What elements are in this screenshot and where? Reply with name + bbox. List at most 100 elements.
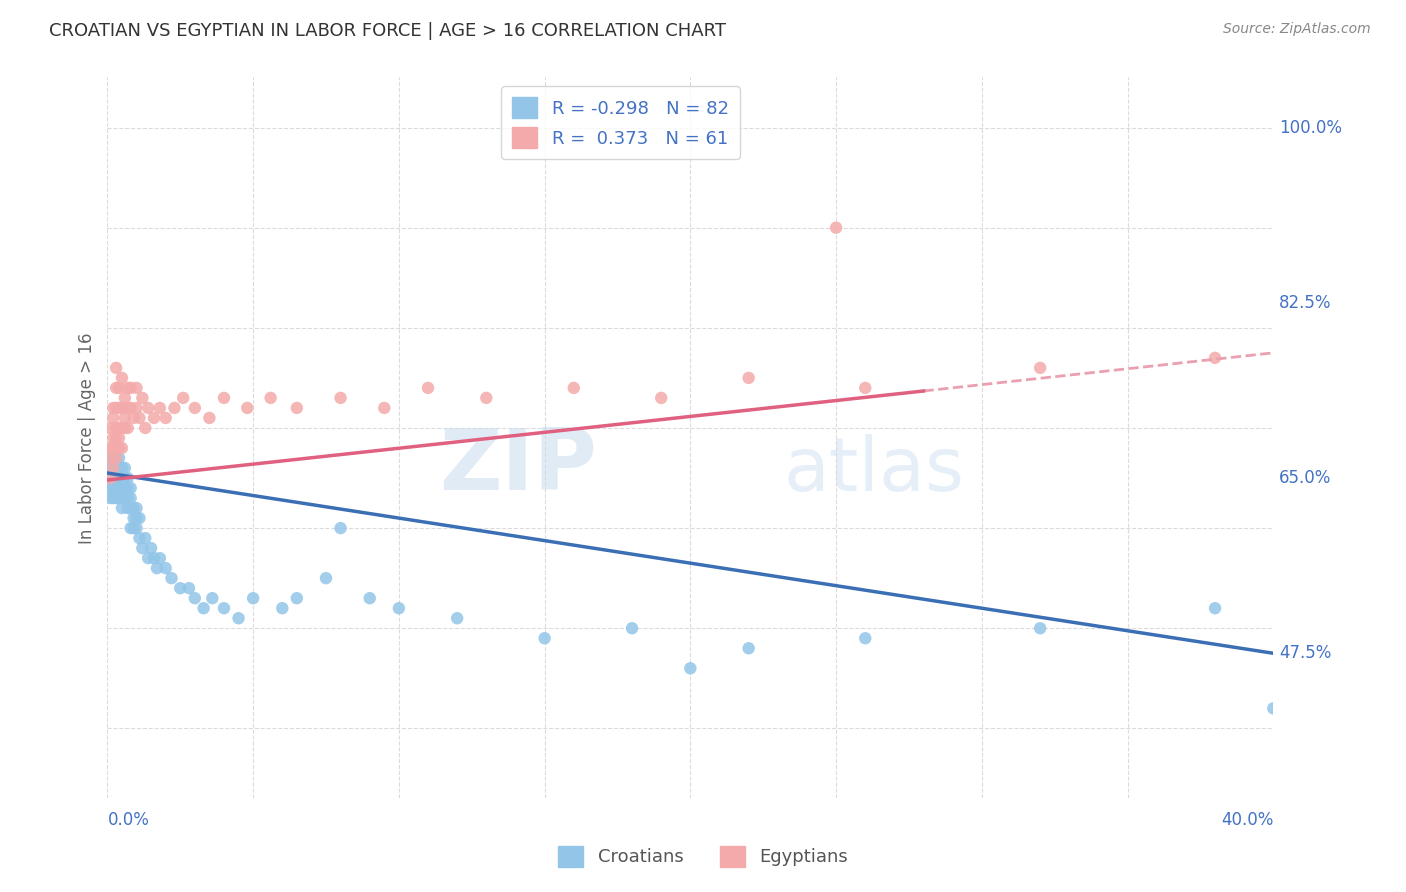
Point: [125, 501, 148, 516]
Point: [201, 591, 224, 606]
Point: [1029, 621, 1052, 635]
Point: [236, 401, 259, 415]
Point: [103, 441, 125, 455]
Point: [105, 491, 128, 505]
Point: [562, 381, 585, 395]
Point: [117, 491, 139, 505]
Point: [242, 591, 264, 606]
Point: [1263, 701, 1285, 715]
Point: [650, 391, 672, 405]
Point: [108, 431, 131, 445]
Point: [103, 471, 125, 485]
Point: [155, 561, 177, 575]
Text: CROATIAN VS EGYPTIAN IN LABOR FORCE | AGE > 16 CORRELATION CHART: CROATIAN VS EGYPTIAN IN LABOR FORCE | AG…: [49, 22, 727, 40]
Point: [114, 471, 136, 485]
Point: [128, 531, 150, 545]
Point: [155, 411, 177, 425]
Point: [131, 391, 153, 405]
Point: [359, 591, 381, 606]
Point: [475, 391, 498, 405]
Point: [388, 601, 411, 615]
Point: [131, 541, 153, 555]
Point: [1204, 601, 1226, 615]
Point: [160, 571, 183, 585]
Point: [105, 450, 128, 465]
Point: [120, 481, 142, 495]
Point: [737, 641, 759, 656]
Point: [98, 471, 121, 485]
Point: [373, 401, 395, 415]
Point: [105, 360, 128, 375]
Point: [416, 381, 439, 395]
Point: [111, 501, 134, 516]
Text: 47.5%: 47.5%: [1279, 644, 1331, 662]
Point: [212, 601, 235, 615]
Point: [111, 441, 134, 455]
Point: [228, 611, 250, 625]
Point: [285, 591, 308, 606]
Point: [533, 632, 555, 646]
Text: Source: ZipAtlas.com: Source: ZipAtlas.com: [1223, 22, 1371, 37]
Point: [111, 491, 134, 505]
Point: [1029, 360, 1052, 375]
Point: [105, 401, 128, 415]
Point: [136, 401, 159, 415]
Point: [117, 401, 139, 415]
Point: [98, 461, 121, 475]
Point: [108, 481, 131, 495]
Point: [122, 501, 145, 516]
Point: [108, 491, 131, 505]
Text: 65.0%: 65.0%: [1279, 469, 1331, 487]
Point: [737, 371, 759, 385]
Point: [1204, 351, 1226, 365]
Point: [108, 421, 131, 435]
Point: [259, 391, 281, 405]
Point: [117, 421, 139, 435]
Point: [105, 481, 128, 495]
Point: [117, 501, 139, 516]
Point: [98, 491, 121, 505]
Point: [128, 411, 150, 425]
Point: [98, 450, 121, 465]
Point: [103, 411, 125, 425]
Point: [853, 381, 876, 395]
Point: [285, 401, 308, 415]
Point: [114, 491, 136, 505]
Text: ZIP: ZIP: [439, 425, 598, 508]
Point: [111, 421, 134, 435]
Point: [329, 521, 352, 535]
Point: [329, 391, 352, 405]
Point: [125, 521, 148, 535]
Point: [184, 591, 207, 606]
Point: [111, 481, 134, 495]
Point: [146, 561, 169, 575]
Point: [98, 481, 121, 495]
Point: [111, 461, 134, 475]
Point: [136, 551, 159, 566]
Point: [105, 471, 128, 485]
Point: [117, 481, 139, 495]
Point: [98, 441, 121, 455]
Point: [198, 411, 221, 425]
Point: [128, 511, 150, 525]
Point: [114, 461, 136, 475]
Point: [122, 411, 145, 425]
Point: [134, 421, 156, 435]
Point: [114, 391, 136, 405]
Point: [825, 220, 848, 235]
Point: [108, 381, 131, 395]
Point: [446, 611, 468, 625]
Point: [103, 461, 125, 475]
Text: 82.5%: 82.5%: [1279, 293, 1331, 312]
Point: [98, 450, 121, 465]
Point: [98, 421, 121, 435]
Point: [134, 531, 156, 545]
Point: [122, 521, 145, 535]
Point: [108, 441, 131, 455]
Point: [111, 491, 134, 505]
Point: [98, 471, 121, 485]
Point: [621, 621, 644, 635]
Point: [120, 401, 142, 415]
Point: [163, 401, 186, 415]
Point: [117, 381, 139, 395]
